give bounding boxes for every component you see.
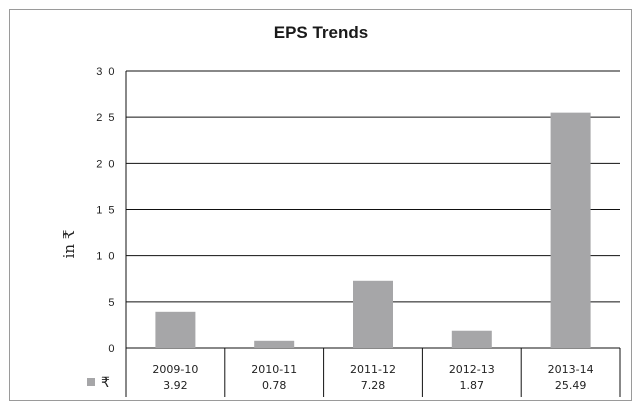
y-tick-label: 2 0 (96, 158, 116, 170)
data-label: 0.78 (262, 379, 287, 392)
x-axis-categories: 2009-10 2010-11 2011-12 2012-13 2013-14 (152, 363, 593, 376)
data-table-values: 3.92 0.78 7.28 1.87 25.49 (163, 379, 586, 392)
bar-2012-13 (451, 330, 492, 348)
y-tick-label: 3 0 (96, 66, 116, 78)
legend-swatch (87, 378, 95, 386)
y-axis-ticks: 0 5 1 0 1 5 2 0 2 5 3 0 (96, 66, 116, 355)
legend-label: ₹ (101, 375, 110, 391)
bars (155, 112, 591, 348)
data-label: 1.87 (460, 379, 485, 392)
bar-2009-10 (155, 311, 196, 348)
data-label: 7.28 (361, 379, 386, 392)
x-tick-label: 2009-10 (152, 363, 198, 376)
y-tick-label: 1 5 (96, 205, 116, 217)
chart-frame (9, 9, 632, 401)
x-tick-label: 2010-11 (251, 363, 297, 376)
y-tick-label: 1 0 (96, 251, 116, 263)
y-tick-label: 5 (108, 297, 116, 309)
bar-2011-12 (353, 280, 393, 348)
y-tick-label: 0 (108, 343, 116, 355)
x-tick-label: 2013-14 (548, 363, 594, 376)
grid-lines (125, 70, 621, 397)
data-label: 3.92 (163, 379, 188, 392)
chart-title: EPS Trends (274, 23, 368, 42)
y-tick-label: 2 5 (96, 112, 116, 124)
bar-2010-11 (254, 340, 295, 348)
bar-2013-14 (550, 112, 591, 348)
y-axis-label: in ₹ (60, 230, 78, 259)
x-tick-label: 2012-13 (449, 363, 495, 376)
data-label: 25.49 (555, 379, 587, 392)
x-tick-label: 2011-12 (350, 363, 396, 376)
